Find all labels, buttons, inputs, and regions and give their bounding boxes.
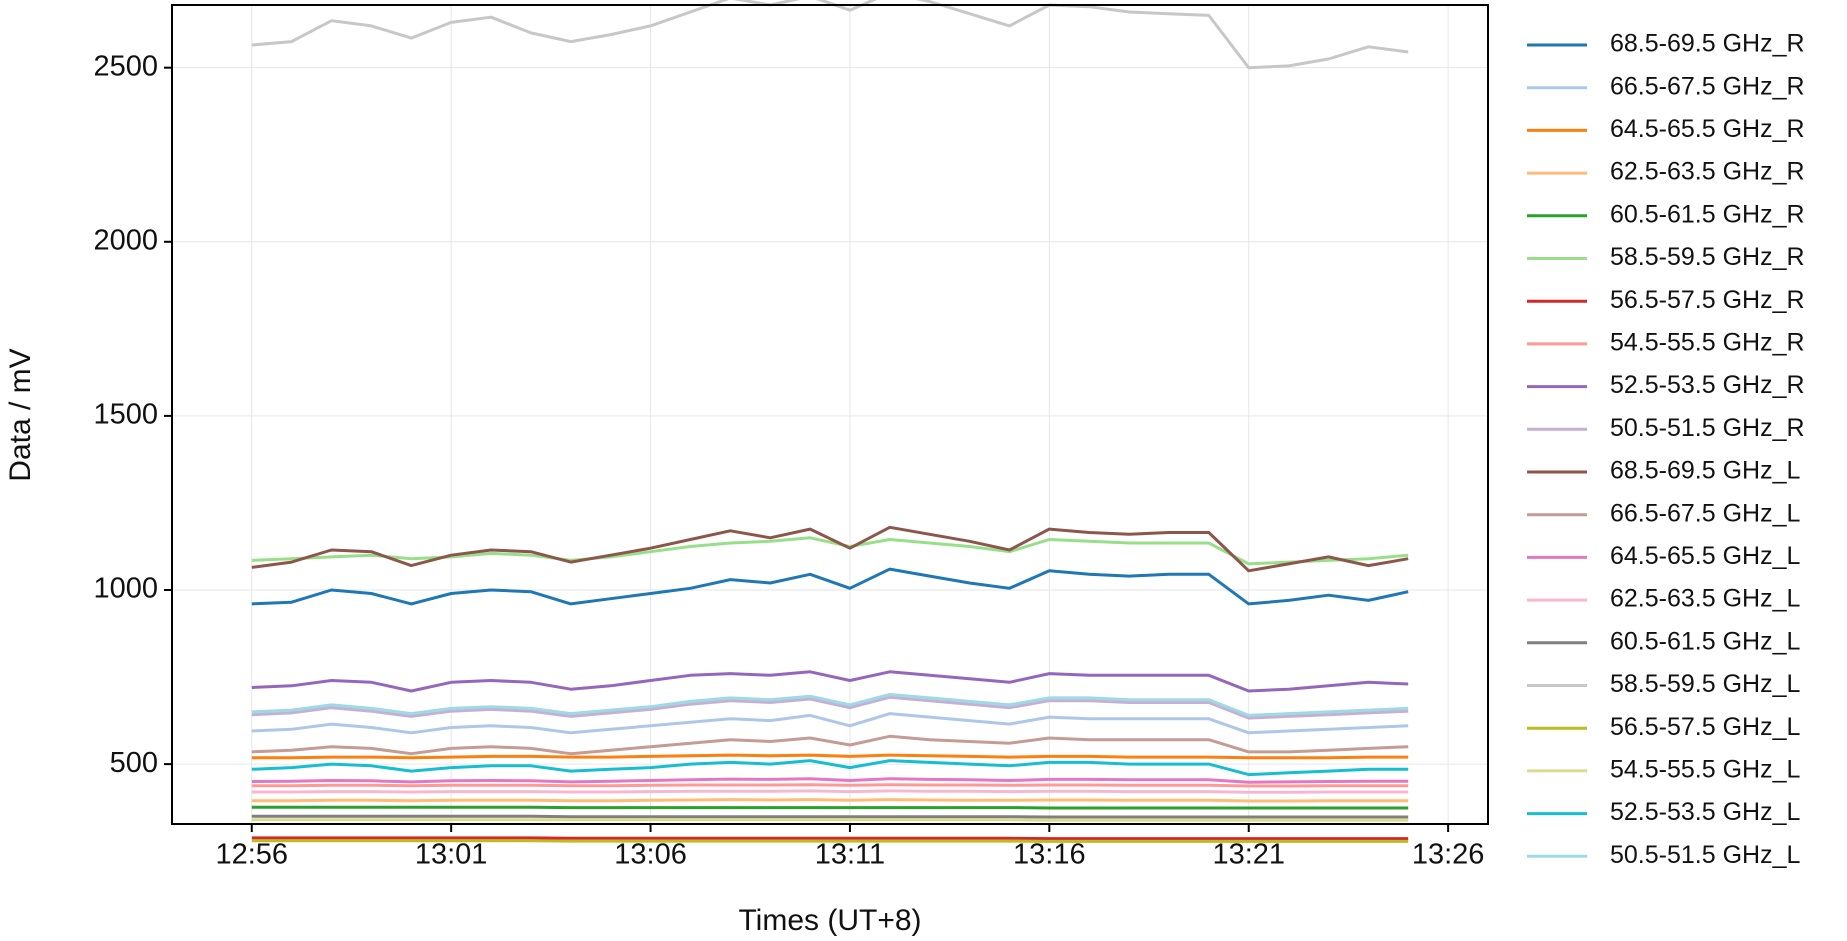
series-line <box>251 0 1409 70</box>
legend-label: 52.5-53.5 GHz_L <box>1610 798 1800 826</box>
legend-label: 56.5-57.5 GHz_L <box>1610 713 1800 741</box>
x-tick-label: 13:16 <box>1013 839 1086 871</box>
legend-label: 60.5-61.5 GHz_L <box>1610 627 1800 655</box>
legend-label: 68.5-69.5 GHz_R <box>1610 30 1805 58</box>
y-tick-label: 2500 <box>93 50 158 82</box>
legend-label: 64.5-65.5 GHz_L <box>1610 542 1800 570</box>
y-tick-label: 1500 <box>93 399 158 431</box>
series-line <box>251 783 1409 788</box>
series-line <box>251 753 1409 760</box>
x-tick-label: 13:06 <box>614 839 687 871</box>
series-line <box>251 693 1409 717</box>
y-axis-label: Data / mV <box>4 348 37 481</box>
legend: 68.5-69.5 GHz_R 66.5-67.5 GHz_R 64.5-65.5 … <box>1527 30 1805 869</box>
y-tick-label: 1000 <box>93 573 158 605</box>
legend-label: 58.5-59.5 GHz_L <box>1610 670 1800 698</box>
legend-label: 50.5-51.5 GHz_L <box>1610 841 1800 869</box>
legend-label: 54.5-55.5 GHz_R <box>1610 329 1805 357</box>
legend-label: 66.5-67.5 GHz_L <box>1610 499 1800 527</box>
series-line <box>251 712 1409 735</box>
legend-label: 66.5-67.5 GHz_R <box>1610 72 1805 100</box>
plot-frame <box>171 4 1489 825</box>
legend-label: 64.5-65.5 GHz_R <box>1610 115 1805 143</box>
series-line <box>251 734 1409 756</box>
series-line <box>251 814 1409 819</box>
legend-label: 68.5-69.5 GHz_L <box>1610 457 1800 485</box>
series-line <box>251 789 1409 794</box>
series-line <box>251 759 1409 777</box>
legend-label: 58.5-59.5 GHz_R <box>1610 243 1805 271</box>
legend-label: 52.5-53.5 GHz_R <box>1610 371 1805 399</box>
legend-label: 56.5-57.5 GHz_R <box>1610 286 1805 314</box>
x-tick-label: 13:26 <box>1412 839 1485 871</box>
series-line <box>251 670 1409 693</box>
legend-label: 60.5-61.5 GHz_R <box>1610 200 1805 228</box>
y-tick-label: 500 <box>110 747 158 779</box>
x-tick-label: 13:01 <box>415 839 488 871</box>
series-line <box>251 798 1409 803</box>
series-line <box>251 836 1409 841</box>
x-tick-label: 13:21 <box>1212 839 1285 871</box>
series-line <box>251 777 1409 784</box>
legend-label: 62.5-63.5 GHz_R <box>1610 158 1805 186</box>
legend-label: 50.5-51.5 GHz_R <box>1610 414 1805 442</box>
legend-label: 62.5-63.5 GHz_L <box>1610 585 1800 613</box>
series-line <box>251 839 1409 843</box>
series-line <box>251 525 1409 573</box>
y-tick-label: 2000 <box>93 224 158 256</box>
series-line <box>251 695 1409 720</box>
x-tick-label: 13:11 <box>815 839 885 871</box>
series-line <box>251 567 1409 606</box>
x-axis-label: Times (UT+8) <box>738 904 921 937</box>
x-tick-label: 12:56 <box>215 839 288 871</box>
series-line <box>251 805 1409 810</box>
legend-label: 54.5-55.5 GHz_L <box>1610 756 1800 784</box>
